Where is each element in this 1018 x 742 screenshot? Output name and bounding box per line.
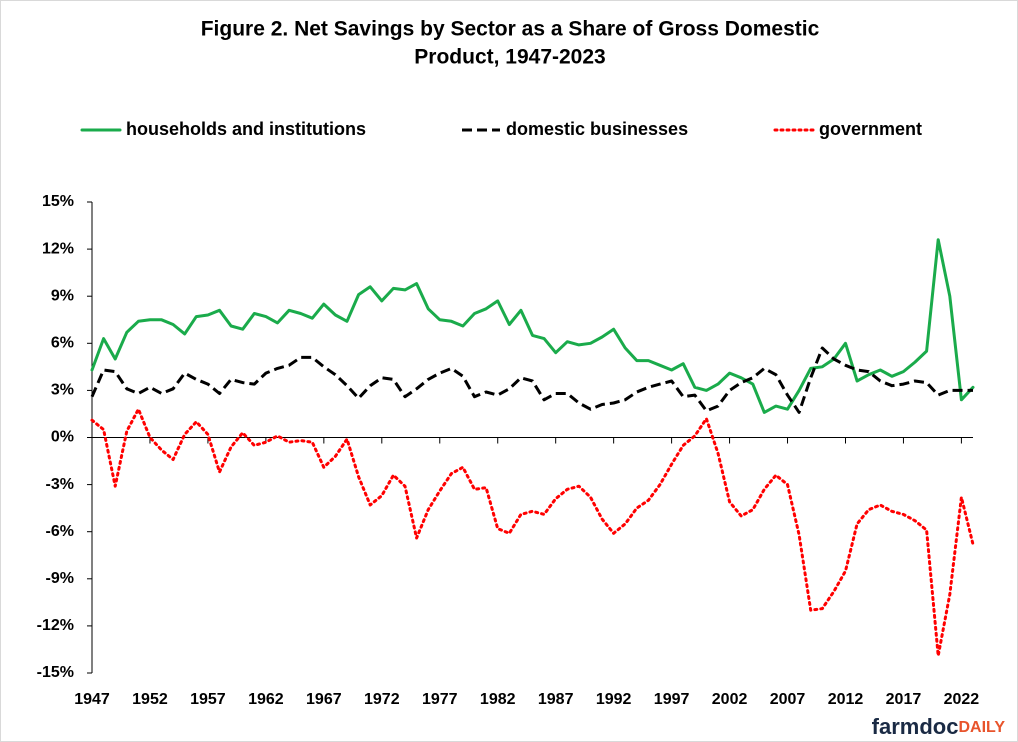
y-tick-label: 0%: [51, 429, 74, 446]
x-tick-label: 1992: [596, 691, 632, 708]
y-tick-label: -12%: [37, 617, 74, 634]
y-tick-label: 9%: [51, 287, 74, 304]
x-tick-label: 1982: [480, 691, 516, 708]
x-tick-label: 1952: [132, 691, 168, 708]
series-line: [90, 407, 975, 658]
y-tick-label: 15%: [42, 193, 74, 210]
x-tick-label: 1947: [74, 691, 110, 708]
x-tick-label: 2012: [828, 691, 864, 708]
legend-label: domestic businesses: [506, 119, 688, 139]
y-tick-label: 6%: [51, 335, 74, 352]
x-tick-label: 1977: [422, 691, 458, 708]
x-tick-label: 1987: [538, 691, 574, 708]
y-tick-label: -9%: [46, 570, 74, 587]
x-tick-label: 2022: [944, 691, 980, 708]
logo: farmdocDAILY: [872, 714, 1006, 739]
chart-title: Figure 2. Net Savings by Sector as a Sha…: [201, 18, 820, 41]
y-tick-label: -6%: [46, 523, 74, 540]
x-tick-label: 1967: [306, 691, 342, 708]
x-tick-label: 1957: [190, 691, 226, 708]
logo-accent: DAILY: [958, 719, 1005, 736]
x-tick-label: 1997: [654, 691, 690, 708]
y-tick-label: 12%: [42, 240, 74, 257]
x-tick-label: 2002: [712, 691, 748, 708]
series-line: [90, 346, 973, 414]
x-tick-label: 1972: [364, 691, 400, 708]
legend-label: households and institutions: [126, 119, 366, 139]
x-tick-label: 1962: [248, 691, 284, 708]
y-tick-label: -15%: [37, 664, 74, 681]
logo-main: farmdoc: [872, 714, 959, 739]
x-tick-label: 2007: [770, 691, 806, 708]
series-line: [90, 238, 975, 414]
chart-title: Product, 1947-2023: [414, 46, 605, 69]
y-tick-label: -3%: [46, 476, 74, 493]
legend-label: government: [819, 119, 922, 139]
y-tick-label: 3%: [51, 382, 74, 399]
x-tick-label: 2017: [886, 691, 922, 708]
